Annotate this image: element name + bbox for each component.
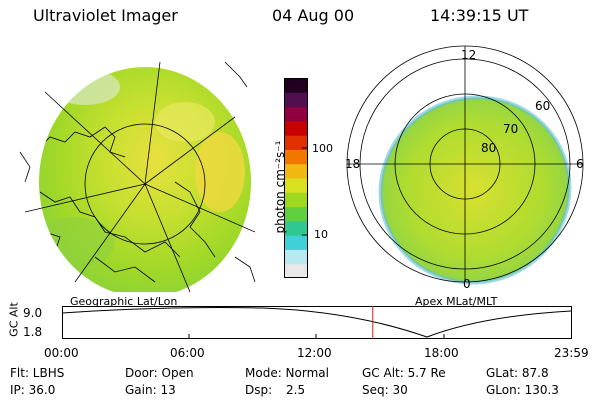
colorbar	[284, 78, 308, 278]
colorbar-segment	[284, 135, 308, 150]
mlt-label-12: 12	[461, 48, 476, 62]
mlt-label-18: 18	[345, 157, 360, 171]
gc-alt-info: GC Alt: 5.7 Re	[362, 366, 446, 380]
orbit-xtick-0000: 00:00	[44, 346, 79, 360]
colorbar-segment	[284, 163, 308, 179]
orbit-xtick-2359: 23:59	[554, 346, 589, 360]
colorbar-segment	[284, 235, 308, 250]
orbit-xtick-1800: 18:00	[424, 346, 459, 360]
mlat-label-80: 80	[481, 141, 496, 155]
geographic-image	[19, 61, 256, 292]
colorbar-unit-label: photon cm⁻²s⁻¹	[273, 140, 287, 234]
dsp-value: 2.5	[286, 383, 306, 397]
orbit-xtick-0600: 06:00	[170, 346, 205, 360]
polar-image-disk	[380, 97, 570, 283]
gain-info: Gain: 13	[125, 383, 176, 397]
mlt-label-0: 0	[463, 277, 471, 291]
door-info: Door: Open	[125, 366, 194, 380]
image-time: 14:39:15 UT	[430, 6, 529, 25]
glon-info: GLon: 130.3	[486, 383, 559, 397]
mlt-label-6: 6	[576, 157, 584, 171]
seq-info: Seq: 30	[362, 383, 408, 397]
dsp-label: Dsp:	[245, 383, 273, 397]
geo-grid	[24, 61, 256, 292]
orbit-altitude-plot	[62, 306, 572, 339]
colorbar-segment	[284, 263, 308, 278]
orbit-ytick-low: 1.8	[23, 325, 43, 339]
image-date: 04 Aug 00	[272, 6, 355, 25]
orbit-ylabel: GC Alt	[7, 302, 21, 337]
colorbar-segment	[284, 192, 308, 208]
outer-coastline	[19, 61, 256, 283]
mode-info: Mode: Normal	[245, 366, 329, 380]
orbit-altitude-curve	[62, 307, 572, 338]
colorbar-segment	[284, 220, 308, 236]
orbit-ytick-high: 9.0	[23, 306, 43, 320]
colorbar-segment	[284, 92, 308, 108]
mlat-label-70: 70	[503, 122, 518, 136]
colorbar-tick-high: 100	[312, 142, 333, 155]
orbit-xtick-1200: 12:00	[297, 346, 332, 360]
ip-info: IP: 36.0	[10, 383, 56, 397]
geographic-panel-label: Geographic Lat/Lon	[70, 295, 178, 308]
glat-info: GLat: 87.8	[486, 366, 549, 380]
colorbar-segment	[284, 206, 308, 222]
polar-mlt-plot: 12 18 6 0 80 70 60	[345, 45, 584, 291]
colorbar-segment	[284, 106, 308, 122]
filter-info: Flt: LBHS	[10, 366, 65, 380]
colorbar-segment	[284, 78, 308, 93]
colorbar-segment	[284, 120, 308, 136]
colorbar-tick-low: 10	[314, 228, 328, 241]
polar-panel-label: Apex MLat/MLT	[415, 295, 498, 308]
colorbar-segment	[284, 178, 308, 193]
colorbar-segment	[284, 249, 308, 265]
mlat-label-60: 60	[535, 99, 550, 113]
colorbar-segment	[284, 149, 308, 165]
polar-grid	[346, 45, 584, 283]
instrument-title: Ultraviolet Imager	[33, 6, 178, 25]
